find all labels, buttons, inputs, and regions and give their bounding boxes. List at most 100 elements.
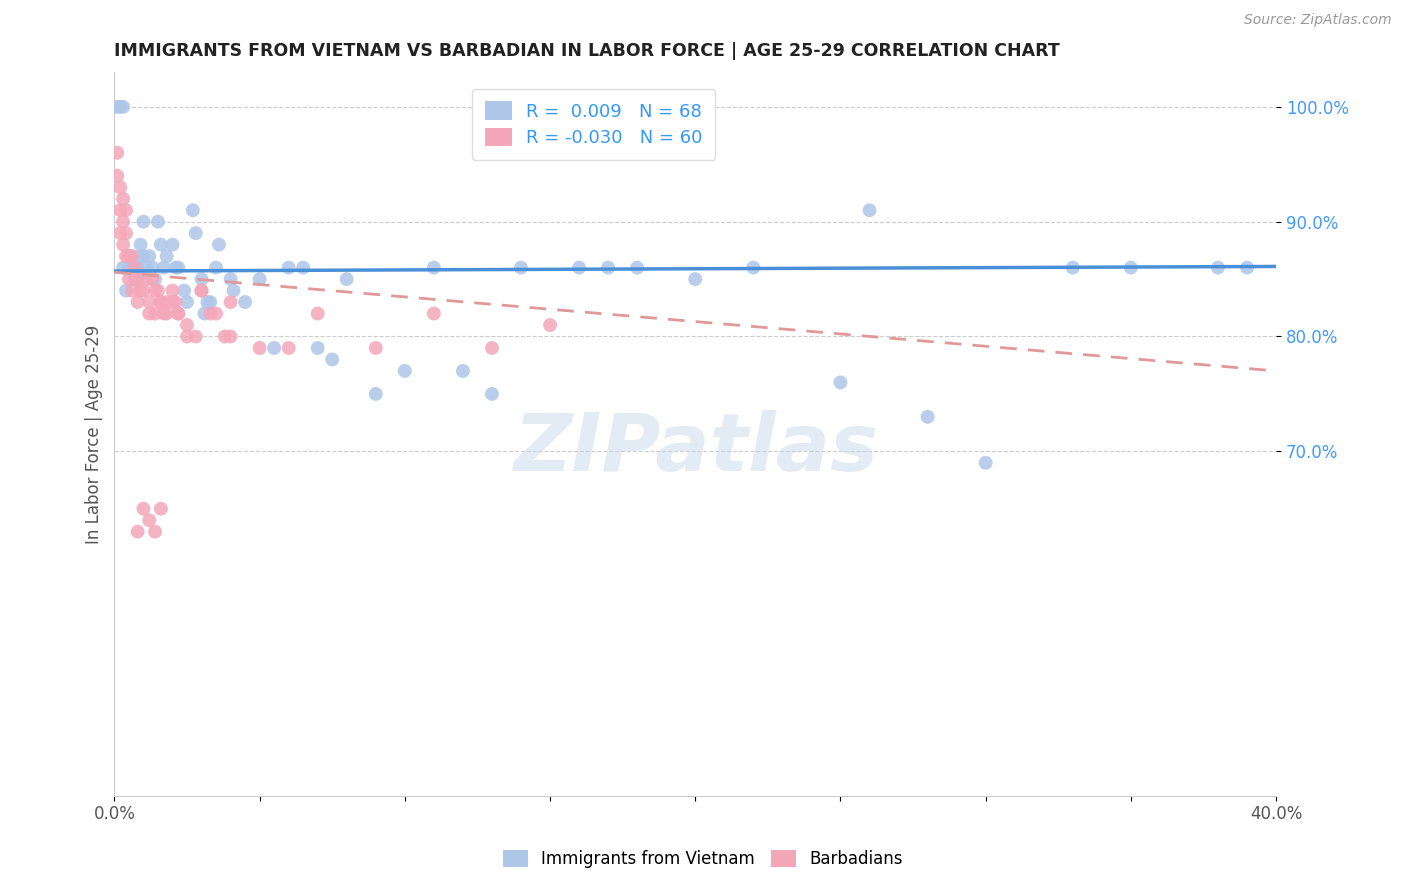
Point (143, 272, 166, 286)
Point (1062, 260, 1084, 275)
Point (917, 409, 939, 424)
Point (598, 260, 620, 275)
Point (112, 237, 135, 252)
Point (110, 226, 132, 240)
Point (110, 203, 132, 218)
Point (146, 284, 169, 298)
Point (423, 306, 446, 320)
Point (510, 260, 533, 275)
Point (121, 249, 143, 263)
Point (152, 260, 174, 275)
Point (118, 260, 141, 275)
Point (307, 306, 329, 320)
Point (1119, 260, 1142, 275)
Point (165, 295, 187, 310)
Point (135, 260, 157, 275)
Point (105, 169, 128, 183)
Point (118, 249, 141, 263)
Point (364, 341, 387, 355)
Point (118, 249, 141, 263)
Point (149, 295, 172, 310)
Point (858, 203, 880, 218)
Point (121, 249, 143, 263)
Point (277, 260, 299, 275)
Point (138, 306, 160, 320)
Point (127, 295, 149, 310)
Point (129, 284, 152, 298)
Text: IMMIGRANTS FROM VIETNAM VS BARBADIAN IN LABOR FORCE | AGE 25-29 CORRELATION CHAR: IMMIGRANTS FROM VIETNAM VS BARBADIAN IN … (114, 42, 1060, 60)
Point (118, 249, 141, 263)
Point (176, 329, 198, 343)
Point (321, 352, 343, 367)
Point (249, 272, 271, 286)
Point (132, 284, 155, 298)
Point (162, 237, 184, 252)
Point (277, 341, 299, 355)
Point (132, 249, 155, 263)
Point (146, 215, 169, 229)
Point (162, 295, 184, 310)
Point (205, 306, 228, 320)
Point (184, 329, 207, 343)
Point (129, 249, 152, 263)
Point (115, 203, 138, 218)
Point (830, 376, 852, 390)
Point (112, 260, 135, 275)
Point (156, 295, 179, 310)
Point (121, 284, 143, 298)
Point (138, 295, 160, 310)
Point (167, 306, 190, 320)
Point (190, 284, 212, 298)
Point (112, 100, 135, 114)
Legend: Immigrants from Vietnam, Barbadians: Immigrants from Vietnam, Barbadians (496, 843, 910, 875)
Point (249, 341, 271, 355)
Point (626, 260, 648, 275)
Point (165, 260, 187, 275)
Point (141, 260, 163, 275)
Point (143, 524, 166, 539)
Point (423, 260, 446, 275)
Point (105, 100, 128, 114)
Point (149, 501, 172, 516)
Point (132, 215, 155, 229)
Point (149, 237, 172, 252)
Point (200, 295, 222, 310)
Point (132, 501, 155, 516)
Point (233, 295, 256, 310)
Point (121, 260, 143, 275)
Point (176, 295, 198, 310)
Point (138, 249, 160, 263)
Point (143, 306, 166, 320)
Point (683, 272, 706, 286)
Point (156, 306, 179, 320)
Point (105, 145, 128, 160)
Point (219, 295, 242, 310)
Point (124, 272, 146, 286)
Point (292, 260, 315, 275)
Point (162, 284, 184, 298)
Point (110, 180, 132, 194)
Point (190, 272, 212, 286)
Point (167, 306, 190, 320)
Point (219, 329, 242, 343)
Point (138, 513, 160, 527)
Point (115, 249, 138, 263)
Point (190, 284, 212, 298)
Point (141, 272, 163, 286)
Point (112, 192, 135, 206)
Point (451, 364, 474, 378)
Point (481, 341, 503, 355)
Point (205, 260, 228, 275)
Point (167, 260, 190, 275)
Point (176, 318, 198, 332)
Point (118, 272, 141, 286)
Point (200, 306, 222, 320)
Point (336, 272, 359, 286)
Point (195, 295, 218, 310)
Point (263, 341, 285, 355)
Point (394, 364, 416, 378)
Point (219, 272, 242, 286)
Point (181, 203, 204, 218)
Point (127, 260, 149, 275)
Point (307, 341, 329, 355)
